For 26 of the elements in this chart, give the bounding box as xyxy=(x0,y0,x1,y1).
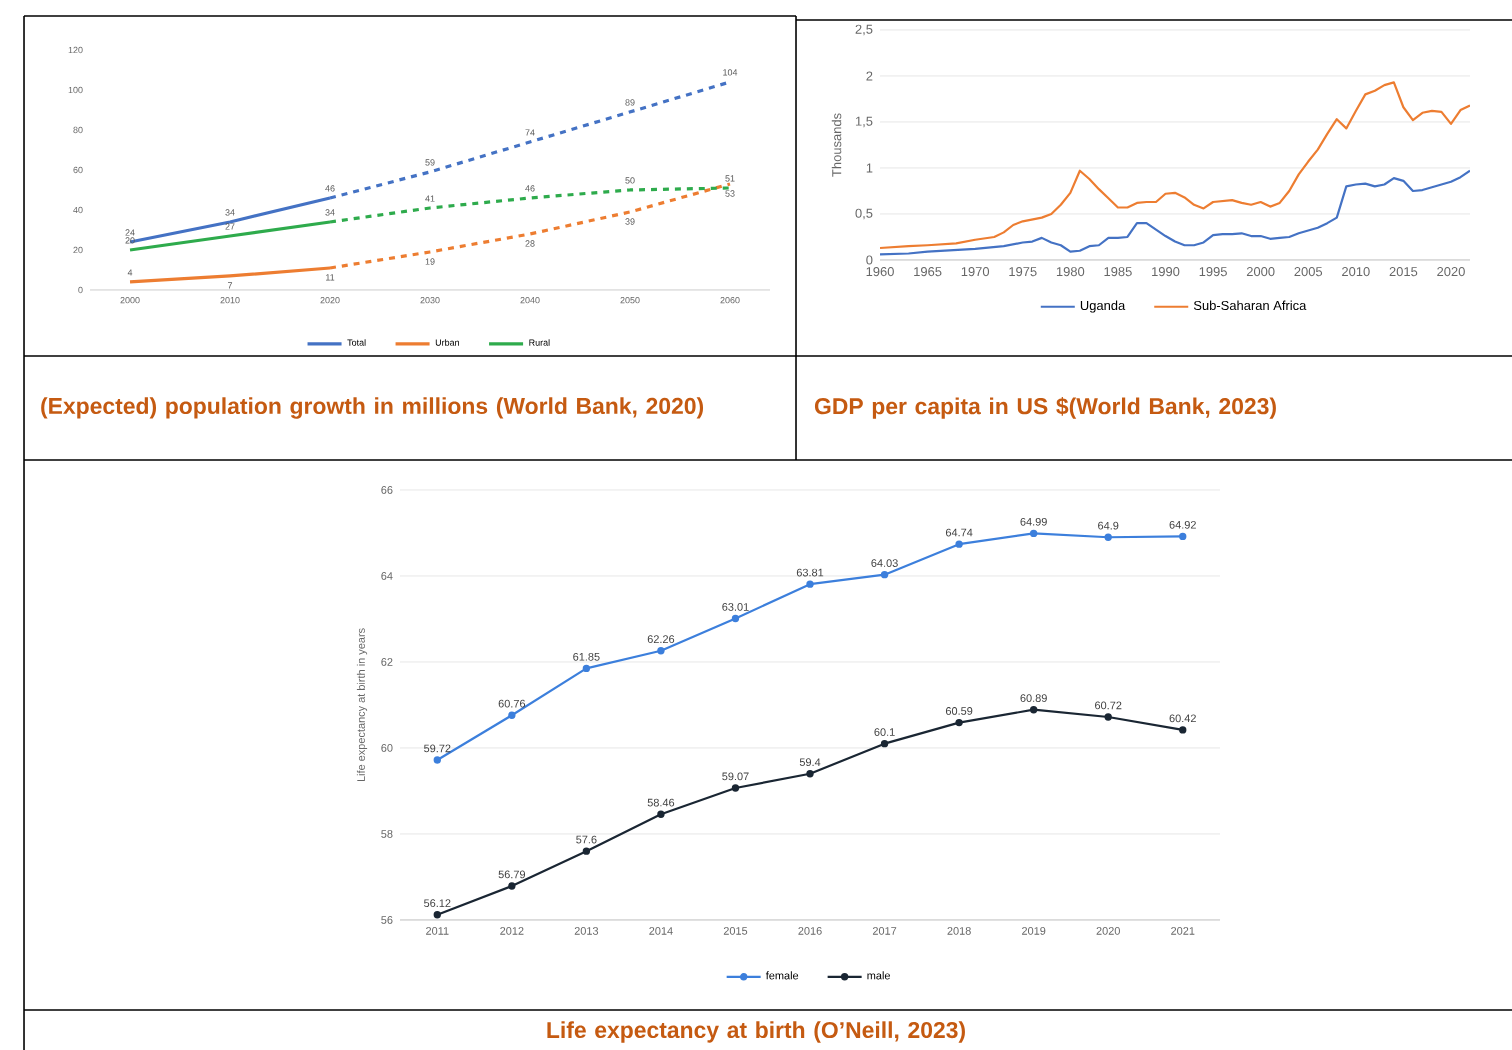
point xyxy=(880,570,889,579)
point xyxy=(731,614,740,623)
point xyxy=(1029,529,1038,538)
point xyxy=(508,882,516,890)
text: Life expectancy at birth (O’Neill, 2023) xyxy=(547,1021,965,1043)
point xyxy=(1104,533,1112,541)
point xyxy=(731,784,740,792)
point xyxy=(433,756,441,764)
point xyxy=(1179,532,1187,541)
point xyxy=(582,847,591,855)
point xyxy=(657,647,665,655)
text: (Expected) population growth in millions (World Bank, 2020) xyxy=(41,397,704,419)
point xyxy=(1029,706,1038,714)
point xyxy=(582,664,591,673)
point xyxy=(955,718,963,727)
point xyxy=(955,540,963,548)
text: GDP per capita in US $(World Bank, 2023) xyxy=(814,397,1276,419)
point xyxy=(1104,713,1112,721)
point xyxy=(433,911,441,919)
point xyxy=(880,739,889,748)
point xyxy=(508,711,516,719)
point xyxy=(806,580,814,588)
point xyxy=(1179,726,1187,734)
line-series xyxy=(880,81,1471,250)
point xyxy=(657,810,665,818)
point xyxy=(806,770,814,778)
